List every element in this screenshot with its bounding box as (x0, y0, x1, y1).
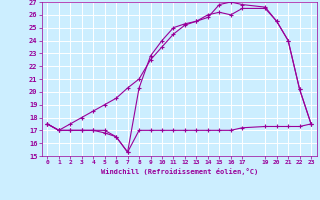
X-axis label: Windchill (Refroidissement éolien,°C): Windchill (Refroidissement éolien,°C) (100, 168, 258, 175)
